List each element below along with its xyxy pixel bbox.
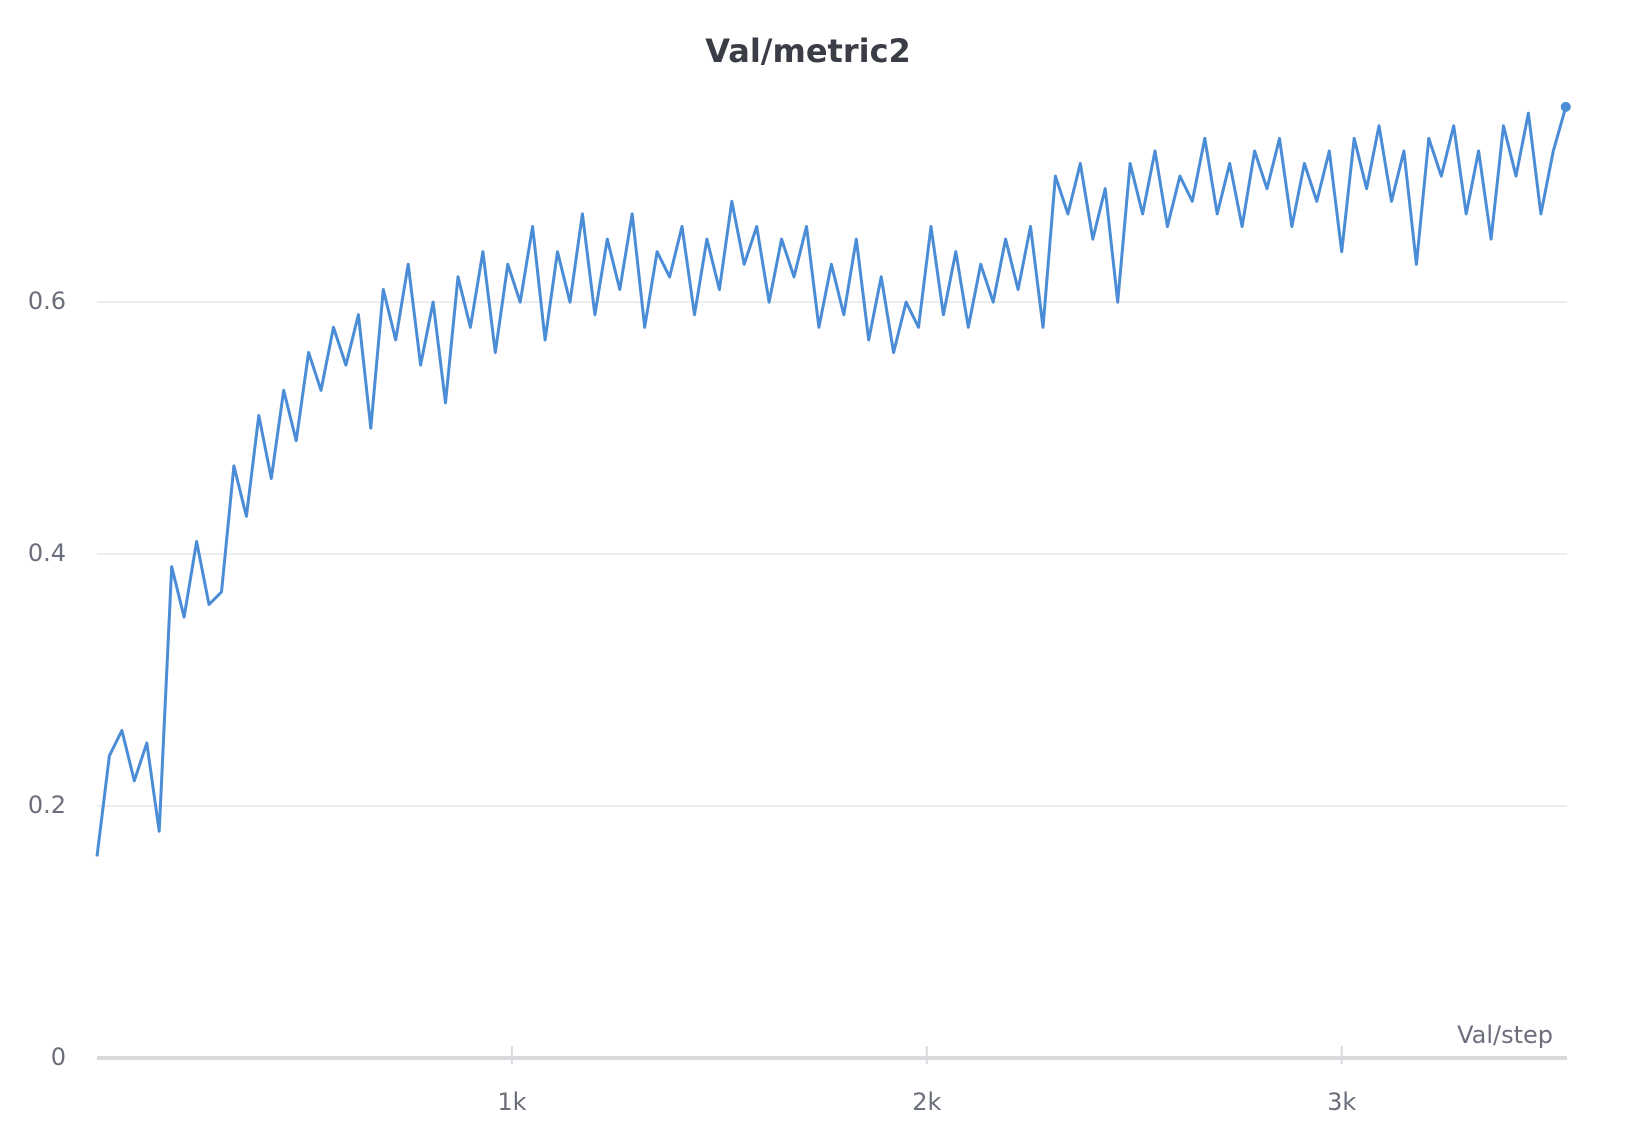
x-tick-label: 1k (497, 1088, 526, 1116)
y-tick-label: 0.2 (28, 791, 66, 819)
y-tick-label: 0.4 (28, 539, 66, 567)
data-line (95, 106, 1568, 857)
chart-title: Val/metric2 (705, 32, 911, 70)
y-tick-label: 0 (51, 1043, 66, 1071)
y-tick-label: 0.6 (28, 287, 66, 315)
last-point (1560, 101, 1571, 112)
x-axis-label: Val/step (1457, 1021, 1553, 1049)
x-tick-label: 3k (1327, 1088, 1356, 1116)
x-tick-label: 2k (912, 1088, 941, 1116)
